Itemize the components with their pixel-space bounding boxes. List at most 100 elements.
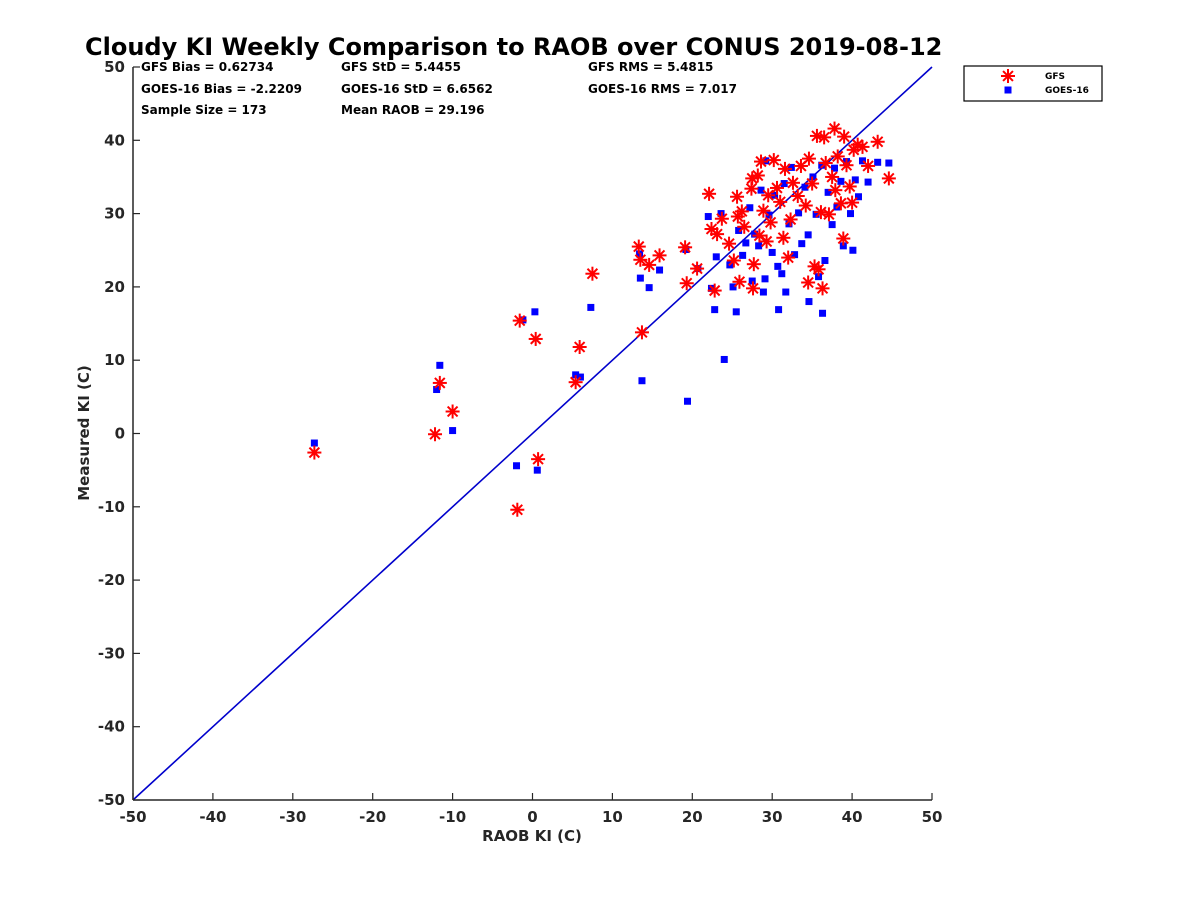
goes16-point: [819, 309, 827, 317]
stat-gfs-std: GFS StD = 5.4455: [341, 60, 461, 74]
goes16-point: [712, 253, 720, 261]
gfs-point: [746, 257, 761, 272]
gfs-point: [785, 175, 800, 190]
gfs-point: [801, 151, 816, 166]
goes16-point: [864, 178, 872, 186]
goes16-point: [531, 308, 539, 316]
x-tick-label: -50: [119, 808, 146, 826]
x-tick-label: 20: [682, 808, 703, 826]
gfs-point: [746, 281, 761, 296]
goes16-point: [748, 277, 756, 285]
goes16-point: [720, 355, 728, 363]
gfs-point: [759, 234, 774, 249]
goes16-point: [746, 204, 754, 212]
gfs-point: [813, 205, 828, 220]
x-ticks: -50 -40 -30 -20 -10 0 10 20 30 40 50: [119, 793, 942, 826]
y-ticks: -50 -40 -30 -20 -10 0 10 20 30 40 50: [98, 58, 140, 809]
goes16-point: [798, 240, 806, 248]
gfs-point: [777, 161, 792, 176]
gfs-point: [732, 274, 747, 289]
y-axis-label: Measured KI (C): [75, 365, 93, 501]
gfs-point: [861, 158, 876, 173]
goes16-point: [831, 164, 839, 172]
gfs-point: [783, 212, 798, 227]
goes16-point: [704, 213, 712, 221]
gfs-point: [828, 183, 843, 198]
stat-sample-size: Sample Size = 173: [141, 103, 267, 117]
goes16-point: [824, 188, 832, 196]
gfs-point: [678, 240, 693, 255]
stat-goes-rms: GOES-16 RMS = 7.017: [588, 82, 737, 96]
goes16-point: [847, 210, 855, 218]
gfs-point: [750, 168, 765, 183]
goes16-point: [828, 221, 836, 229]
reference-line-layer: [132, 66, 933, 801]
goes16-point: [742, 239, 750, 247]
gfs-point: [790, 189, 805, 204]
gfs-point: [825, 169, 840, 184]
y-tick-label: -30: [98, 644, 125, 662]
stat-gfs-bias: GFS Bias = 0.62734: [141, 60, 273, 74]
goes16-point: [874, 158, 882, 166]
gfs-point: [737, 219, 752, 234]
legend-box: [963, 65, 1103, 102]
goes16-point: [765, 211, 773, 219]
gfs-point: [710, 227, 725, 242]
gfs-point: [818, 156, 833, 171]
goes16-point: [791, 251, 799, 259]
x-tick-label: 30: [762, 808, 783, 826]
gfs-point: [714, 211, 729, 226]
x-tick-label: 40: [842, 808, 863, 826]
goes16-point: [804, 231, 812, 239]
gfs-point: [634, 325, 649, 340]
gfs-point: [827, 121, 842, 136]
goes16-point: [732, 308, 740, 316]
gfs-point: [652, 248, 667, 263]
gfs-point: [830, 149, 845, 164]
goes16-point: [801, 183, 809, 191]
gfs-point: [679, 276, 694, 291]
goes16-point: [774, 262, 782, 270]
goes16-point: [755, 242, 763, 250]
x-tick-label: -20: [359, 808, 386, 826]
stat-goes-bias: GOES-16 Bias = -2.2209: [141, 82, 302, 96]
gfs-point: [833, 196, 848, 211]
y-tick-label: 0: [115, 425, 125, 443]
gfs-point: [512, 313, 527, 328]
stat-gfs-rms: GFS RMS = 5.4815: [588, 60, 713, 74]
legend-goes-symbol: [1004, 86, 1012, 94]
goes16-point: [818, 161, 826, 169]
goes16-point: [576, 373, 584, 381]
gfs-point: [690, 261, 705, 276]
gfs-point: [761, 188, 776, 203]
goes16-point: [858, 157, 866, 165]
gfs-point: [781, 250, 796, 265]
y-tick-label: 10: [104, 351, 125, 369]
series-layer: [307, 121, 896, 517]
gfs-point: [730, 189, 745, 204]
stat-mean-raob: Mean RAOB = 29.196: [341, 103, 485, 117]
goes16-point: [837, 177, 845, 185]
gfs-point: [776, 230, 791, 245]
goes16-point: [812, 210, 820, 218]
goes16-point: [885, 159, 893, 167]
x-tick-label: 50: [922, 808, 943, 826]
gfs-point: [642, 257, 657, 272]
gfs-point: [528, 331, 543, 346]
goes16-point: [449, 427, 457, 435]
goes16-point: [775, 306, 783, 314]
goes16-point: [638, 377, 646, 385]
y-tick-label: 40: [104, 131, 125, 149]
gfs-point: [734, 204, 749, 219]
goes16-point: [513, 462, 521, 470]
gfs-point: [801, 275, 816, 290]
goes16-point: [310, 439, 318, 447]
gfs-point: [531, 452, 546, 467]
gfs-point: [763, 215, 778, 230]
legend-gfs-label: GFS: [1045, 72, 1065, 82]
goes16-point: [587, 303, 595, 311]
gfs-point: [766, 153, 781, 168]
gfs-point: [726, 253, 741, 268]
gfs-point: [702, 186, 717, 201]
stats-block: GFS Bias = 0.62734 GFS StD = 5.4455 GFS …: [141, 60, 737, 117]
